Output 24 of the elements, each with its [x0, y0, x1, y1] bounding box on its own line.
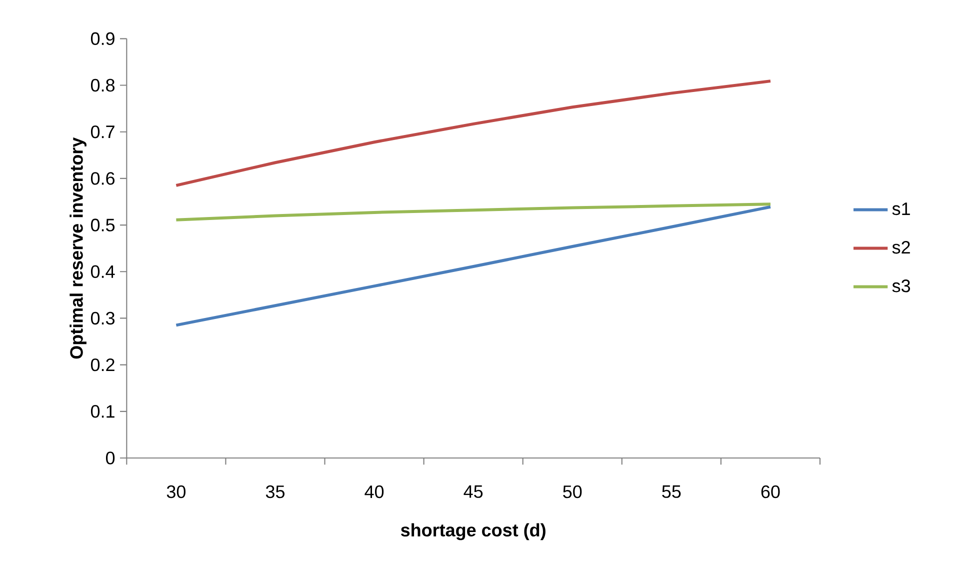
x-tick-label: 60: [761, 485, 780, 498]
x-tick-label: 35: [266, 485, 284, 498]
x-tick-label: 55: [662, 485, 681, 498]
y-axis-title: Optimal reserve inventory: [70, 137, 86, 359]
y-tick-label: 0.7: [90, 125, 114, 138]
y-tick-label: 0.1: [90, 405, 114, 418]
y-tick-label: 0.5: [90, 218, 115, 232]
x-tick-label: 40: [364, 485, 384, 498]
y-tick-label: 0.9: [90, 32, 114, 46]
line-series: [174, 202, 772, 222]
y-tick-label: 0.2: [90, 358, 114, 372]
y-tick-label: 0.6: [90, 172, 114, 185]
y-tick-label: 0.3: [90, 312, 114, 325]
y-tick-label: 0: [106, 452, 115, 464]
y-tick-label: 0.8: [90, 78, 114, 92]
x-axis-title: shortage cost (d): [400, 523, 546, 540]
y-tick-label: 0.4: [90, 265, 115, 278]
x-tick-label: 50: [563, 485, 582, 498]
x-tick-label: 30: [166, 485, 186, 498]
legend-label: s3: [892, 280, 910, 292]
x-tick-label: 45: [464, 485, 483, 498]
legend-label: s2: [892, 240, 910, 254]
line-series: [174, 80, 772, 187]
legend-label: s1: [892, 202, 910, 216]
